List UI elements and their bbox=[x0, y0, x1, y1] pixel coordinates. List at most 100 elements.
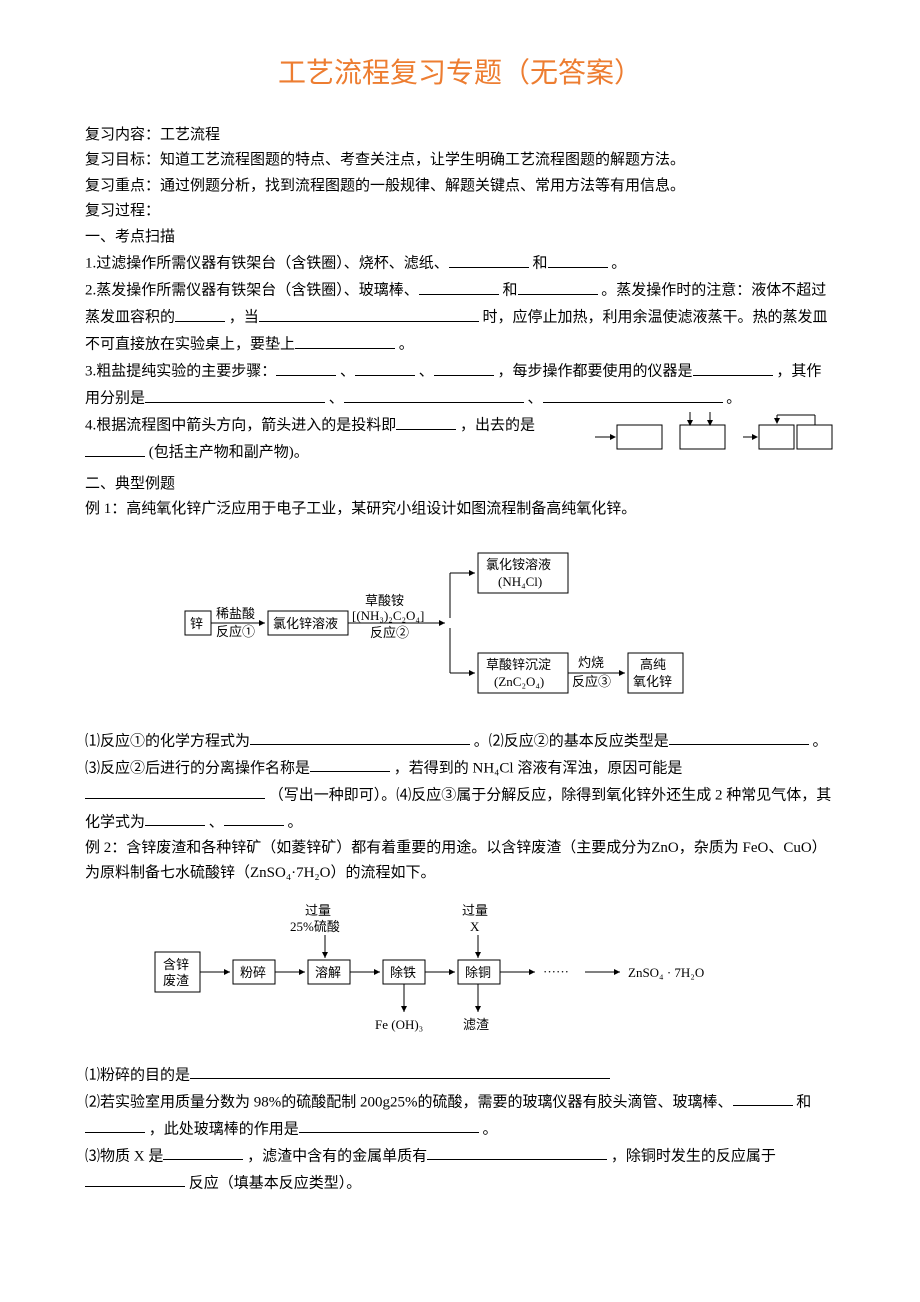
svg-text:(ZnC₂O₄): (ZnC₂O₄) bbox=[494, 674, 544, 689]
flowchart-svg: 含锌 废渣 粉碎 过量 25%硫酸 溶解 除铁 Fe (OH)₃ 过量 X bbox=[150, 897, 770, 1047]
text: 和 bbox=[503, 283, 518, 299]
svg-text:粉碎: 粉碎 bbox=[240, 965, 266, 980]
svg-text:ZnSO₄ · 7H₂O: ZnSO₄ · 7H₂O bbox=[628, 965, 704, 980]
e2-q2: ⑵若实验室用质量分数为 98%的硫酸配制 200g25%的硫酸，需要的玻璃仪器有… bbox=[85, 1089, 835, 1143]
svg-text:反应②: 反应② bbox=[370, 625, 409, 640]
svg-text:氯化铵溶液: 氯化铵溶液 bbox=[486, 557, 551, 572]
blank bbox=[355, 358, 415, 376]
svg-text:溶解: 溶解 bbox=[315, 965, 341, 980]
blank bbox=[250, 728, 470, 746]
svg-text:反应①: 反应① bbox=[216, 624, 255, 639]
svg-text:氧化锌: 氧化锌 bbox=[633, 674, 672, 689]
blank bbox=[145, 385, 325, 403]
blank bbox=[434, 358, 494, 376]
text: 、 bbox=[329, 391, 344, 407]
text: 反应（填基本反应类型）。 bbox=[189, 1175, 362, 1191]
svg-text:过量: 过量 bbox=[305, 903, 331, 918]
blank bbox=[344, 385, 524, 403]
blank bbox=[693, 358, 773, 376]
blank bbox=[85, 1116, 145, 1134]
blank bbox=[419, 277, 499, 295]
svg-text:灼烧: 灼烧 bbox=[578, 655, 604, 670]
svg-text:含锌: 含锌 bbox=[163, 957, 189, 972]
svg-text:除铜: 除铜 bbox=[465, 965, 491, 980]
text: ，每步操作都要使用的仪器是 bbox=[498, 364, 693, 380]
blank bbox=[427, 1143, 607, 1161]
text: 。 bbox=[399, 337, 414, 353]
text: 。 bbox=[726, 391, 741, 407]
text: 1.过滤操作所需仪器有铁架台（含铁圈）、烧杯、滤纸、 bbox=[85, 256, 449, 272]
svg-text:(NH₄Cl): (NH₄Cl) bbox=[498, 574, 542, 589]
blank bbox=[163, 1143, 243, 1161]
intro-line: 复习重点：通过例题分析，找到流程图题的一般规律、解题关键点、常用方法等有用信息。 bbox=[85, 174, 835, 200]
text: ⑴粉碎的目的是 bbox=[85, 1067, 190, 1083]
svg-text:反应③: 反应③ bbox=[572, 674, 611, 689]
blank bbox=[396, 412, 456, 430]
svg-text:除铁: 除铁 bbox=[390, 965, 416, 980]
example-1: 例 1：高纯氧化锌广泛应用于电子工业，某研究小组设计如图流程制备高纯氧化锌。 bbox=[85, 497, 835, 523]
text: ⑵若实验室用质量分数为 98%的硫酸配制 200g25%的硫酸，需要的玻璃仪器有… bbox=[85, 1094, 733, 1110]
flowchart-svg: 锌 稀盐酸 反应① 氯化锌溶液 草酸铵 [(NH₃)₂C₂O₄] 反应② 氯化铵… bbox=[180, 533, 740, 713]
box: 锌 bbox=[190, 616, 203, 631]
svg-text:废渣: 废渣 bbox=[163, 973, 189, 988]
question-3: 3.粗盐提纯实验的主要步骤： 、 、 ，每步操作都要使用的仪器是 ，其作用分别是… bbox=[85, 358, 835, 412]
example-2: 例 2：含锌废渣和各种锌矿（如菱锌矿）都有着重要的用途。以含锌废渣（主要成分为Z… bbox=[85, 836, 835, 887]
text: 。 bbox=[288, 814, 303, 830]
text: 。 bbox=[611, 256, 626, 272]
blank bbox=[85, 439, 145, 457]
blank bbox=[295, 331, 395, 349]
blank bbox=[85, 1170, 185, 1188]
blank bbox=[276, 358, 336, 376]
arrow-svg bbox=[585, 407, 835, 462]
text: 和 bbox=[533, 256, 548, 272]
section-heading: 二、典型例题 bbox=[85, 472, 835, 498]
svg-text:······: ······ bbox=[543, 964, 569, 979]
arrow-diagram-icon bbox=[585, 407, 835, 472]
text: ⑴反应①的化学方程式为 bbox=[85, 733, 250, 749]
svg-text:草酸铵: 草酸铵 bbox=[365, 593, 404, 608]
blank bbox=[310, 755, 390, 773]
question-2: 2.蒸发操作所需仪器有铁架台（含铁圈）、玻璃棒、 和 。蒸发操作时的注意：液体不… bbox=[85, 277, 835, 358]
e2-q1: ⑴粉碎的目的是 bbox=[85, 1062, 835, 1089]
svg-text:草酸锌沉淀: 草酸锌沉淀 bbox=[486, 657, 551, 672]
blank bbox=[85, 782, 265, 800]
text: 3.粗盐提纯实验的主要步骤： bbox=[85, 364, 276, 380]
text: 、 bbox=[209, 814, 224, 830]
example-1-questions: ⑴反应①的化学方程式为 。⑵反应②的基本反应类型是 。⑶反应②后进行的分离操作名… bbox=[85, 728, 835, 836]
flowchart-1: 锌 稀盐酸 反应① 氯化锌溶液 草酸铵 [(NH₃)₂C₂O₄] 反应② 氯化铵… bbox=[85, 533, 835, 713]
blank bbox=[449, 250, 529, 268]
svg-text:氯化锌溶液: 氯化锌溶液 bbox=[273, 616, 338, 631]
section-heading: 一、考点扫描 bbox=[85, 225, 835, 251]
blank bbox=[669, 728, 809, 746]
svg-text:Fe (OH)₃: Fe (OH)₃ bbox=[375, 1017, 423, 1032]
question-4-row: 4.根据流程图中箭头方向，箭头进入的是投料即 ，出去的是 (包括主产物和副产物)… bbox=[85, 412, 835, 472]
text: 2.蒸发操作所需仪器有铁架台（含铁圈）、玻璃棒、 bbox=[85, 283, 419, 299]
text: ，若得到的 NH₄Cl 溶液有浑浊，原因可能是 bbox=[394, 760, 683, 776]
flowchart-2: 含锌 废渣 粉碎 过量 25%硫酸 溶解 除铁 Fe (OH)₃ 过量 X bbox=[85, 897, 835, 1047]
text: 、 bbox=[340, 364, 355, 380]
text: ，除铜时发生的反应属于 bbox=[611, 1148, 776, 1164]
svg-text:高纯: 高纯 bbox=[640, 657, 666, 672]
page: 工艺流程复习专题（无答案） 复习内容：工艺流程 复习目标：知道工艺流程图题的特点… bbox=[0, 0, 920, 1302]
blank bbox=[299, 1116, 479, 1134]
svg-text:25%硫酸: 25%硫酸 bbox=[290, 919, 340, 934]
text: ，滤渣中含有的金属单质有 bbox=[247, 1148, 427, 1164]
blank bbox=[518, 277, 598, 295]
text: 和 bbox=[796, 1094, 811, 1110]
svg-text:[(NH₃)₂C₂O₄]: [(NH₃)₂C₂O₄] bbox=[352, 608, 424, 623]
text: (包括主产物和副产物)。 bbox=[149, 445, 309, 461]
blank bbox=[543, 385, 723, 403]
svg-text:过量: 过量 bbox=[462, 903, 488, 918]
blank bbox=[733, 1089, 793, 1107]
text: 、 bbox=[528, 391, 543, 407]
svg-text:X: X bbox=[470, 919, 480, 934]
blank bbox=[175, 304, 225, 322]
text: 、 bbox=[419, 364, 434, 380]
svg-text:稀盐酸: 稀盐酸 bbox=[216, 606, 255, 621]
blank bbox=[224, 809, 284, 827]
svg-text:滤渣: 滤渣 bbox=[463, 1017, 489, 1032]
text: ，出去的是 bbox=[460, 418, 535, 434]
text: 。 bbox=[483, 1121, 498, 1137]
blank bbox=[548, 250, 608, 268]
blank bbox=[190, 1062, 610, 1080]
